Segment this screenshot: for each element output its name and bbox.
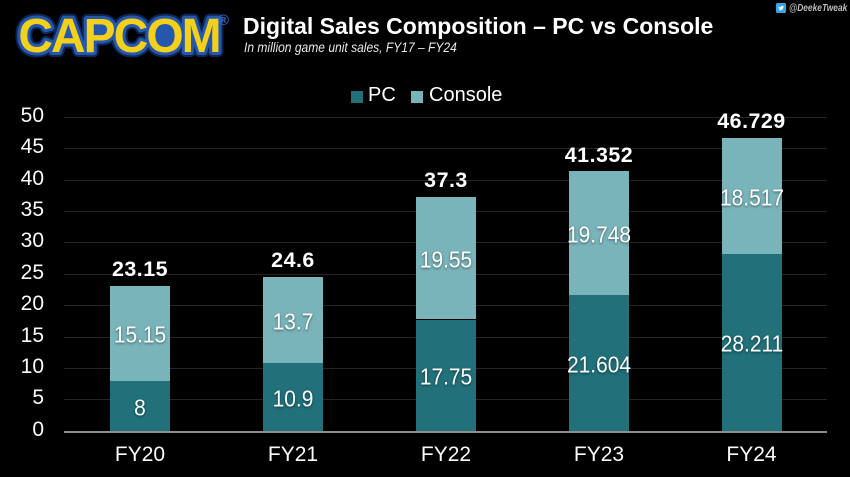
svg-text:CAPCOM: CAPCOM <box>18 10 219 59</box>
svg-text:CAPCOM: CAPCOM <box>18 10 219 59</box>
svg-text:CAPCOM: CAPCOM <box>18 10 219 59</box>
